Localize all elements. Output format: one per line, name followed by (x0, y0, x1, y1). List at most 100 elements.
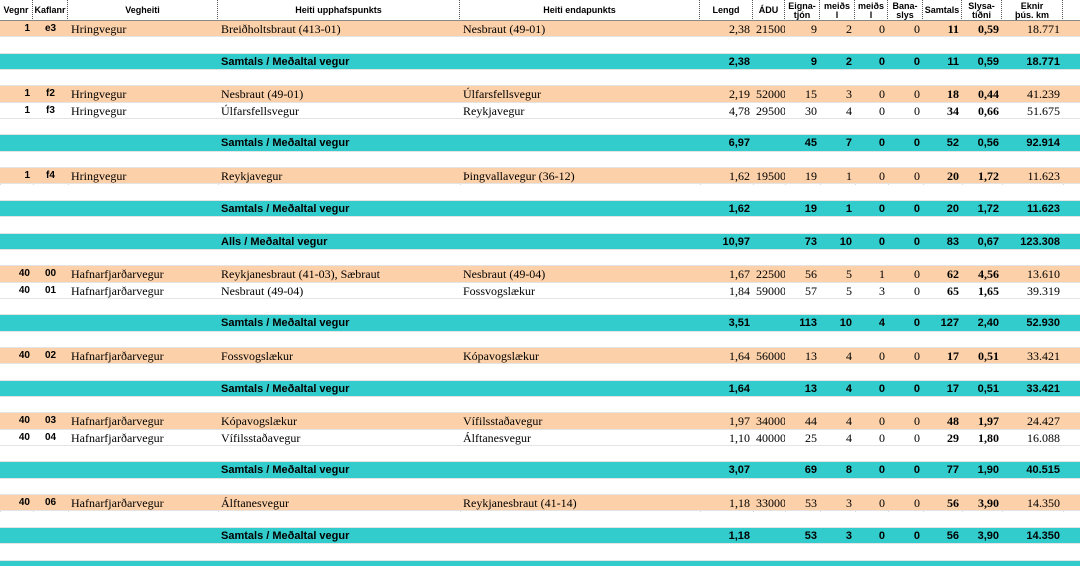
total-label: Samtals / Meðaltal vegur (221, 382, 350, 395)
total-row (0, 135, 1080, 152)
total-cell: 83 (946, 235, 959, 248)
table-cell: Úlfarsfellsvegur (221, 103, 299, 118)
table-cell: 1,10 (729, 430, 750, 445)
total-cell: 0 (913, 317, 920, 330)
blank-row (0, 511, 1080, 528)
table-cell: Reykjanesbraut (41-03), Sæbraut (221, 267, 380, 282)
table-cell: Nesbraut (49-01) (463, 22, 546, 36)
table-cell: Vífilsstaðavegur (221, 430, 301, 445)
table-cell: Hafnarfjarðarvegur (71, 349, 164, 363)
column-header: meiðs l (855, 0, 888, 21)
table-cell: e3 (44, 23, 57, 34)
blank-row (0, 397, 1080, 414)
table-cell: 29500 (756, 103, 785, 118)
table-cell: 1 (24, 88, 30, 100)
table-cell: 03 (44, 415, 57, 427)
table-cell: 17 (947, 349, 959, 363)
total-cell: 52 (946, 137, 959, 150)
table-cell: 40 (18, 268, 30, 280)
data-row (0, 86, 1080, 103)
table-cell: f2 (46, 88, 55, 100)
blank-row (0, 544, 1080, 561)
table-cell: 0,59 (978, 22, 999, 36)
table-cell: 40 (18, 284, 30, 296)
total-cell: 0 (913, 55, 920, 68)
column-header: Vegheiti (68, 0, 218, 21)
table-cell: 52000 (756, 87, 785, 102)
total-cell: 3 (845, 529, 852, 542)
total-cell: 1,62 (728, 202, 750, 215)
table-cell: 56 (805, 267, 817, 282)
table-cell: 0 (879, 87, 885, 102)
table-cell: 40000 (756, 430, 785, 445)
data-row (0, 495, 1080, 512)
table-cell: 0 (879, 22, 885, 36)
total-cell: 1,90 (977, 464, 999, 477)
blank-row (0, 331, 1080, 348)
table-cell: 0 (914, 349, 920, 363)
table-cell: 01 (44, 284, 57, 296)
table-cell: 51.675 (1027, 103, 1060, 118)
total-cell: 69 (804, 464, 817, 477)
column-header: Heiti endapunkts (460, 0, 700, 21)
table-cell: 00 (44, 268, 57, 280)
table-cell: 13.610 (1027, 267, 1060, 282)
column-header: Kaflanr (33, 0, 68, 21)
table-cell: 4 (846, 349, 852, 363)
total-cell: 1,64 (728, 382, 750, 395)
column-header: Heiti upphafspunkts (218, 0, 460, 21)
column-header: Slysa- tíðni (962, 0, 1002, 21)
total-cell: 0 (878, 202, 885, 215)
table-cell: 4 (846, 103, 852, 118)
table-cell: 02 (44, 350, 57, 361)
total-cell: 3,51 (728, 317, 750, 330)
total-cell: 113 (799, 317, 817, 330)
data-row (0, 348, 1080, 365)
table-cell: 41.239 (1027, 87, 1060, 102)
table-cell: 62 (947, 267, 959, 282)
total-cell: 0 (913, 464, 920, 477)
table-cell: 1,64 (729, 349, 750, 363)
total-cell: 10 (839, 235, 852, 248)
table-cell: 25 (805, 430, 817, 445)
blank-row (0, 298, 1080, 316)
total-cell: 0 (913, 235, 920, 248)
total-cell: 53 (804, 529, 817, 542)
total-row (0, 462, 1080, 479)
total-cell: 0 (878, 235, 885, 248)
table-cell: 1,97 (978, 414, 999, 429)
table-cell: 0 (914, 496, 920, 511)
total-label: Samtals / Meðaltal vegur (221, 137, 350, 150)
table-cell: 0 (914, 267, 920, 282)
total-cell: 6,97 (728, 137, 750, 150)
table-cell: 59000 (756, 283, 785, 298)
table-cell: 2 (846, 22, 852, 36)
table-cell: 0 (879, 496, 885, 511)
total-cell: 19 (804, 202, 817, 215)
table-cell: Hringvegur (71, 169, 127, 184)
table-cell: Nesbraut (49-01) (221, 87, 304, 102)
table-cell: 1,18 (729, 496, 750, 511)
total-cell: 18.771 (1026, 55, 1060, 68)
column-header: meiðs l (820, 0, 855, 21)
column-header: ÁDU (753, 0, 785, 21)
table-cell: 0,44 (978, 87, 999, 102)
table-cell: Kópavogslækur (463, 349, 539, 363)
total-cell: 11 (947, 55, 959, 68)
table-cell: 57 (805, 283, 817, 298)
table-cell: 15 (805, 87, 817, 102)
total-cell: 2,40 (977, 317, 999, 330)
table-cell: 1,80 (978, 430, 999, 445)
total-cell: 7 (845, 137, 852, 150)
total-cell: 10 (839, 317, 852, 330)
total-row (0, 380, 1080, 398)
header-border (0, 0, 1080, 21)
table-cell: Nesbraut (49-04) (463, 267, 546, 282)
table-cell: 1 (879, 267, 885, 282)
total-row (0, 200, 1080, 218)
total-row (0, 560, 1080, 566)
total-cell: 2 (845, 55, 852, 68)
table-cell: 4 (846, 414, 852, 429)
table-cell: 21500 (756, 22, 785, 36)
